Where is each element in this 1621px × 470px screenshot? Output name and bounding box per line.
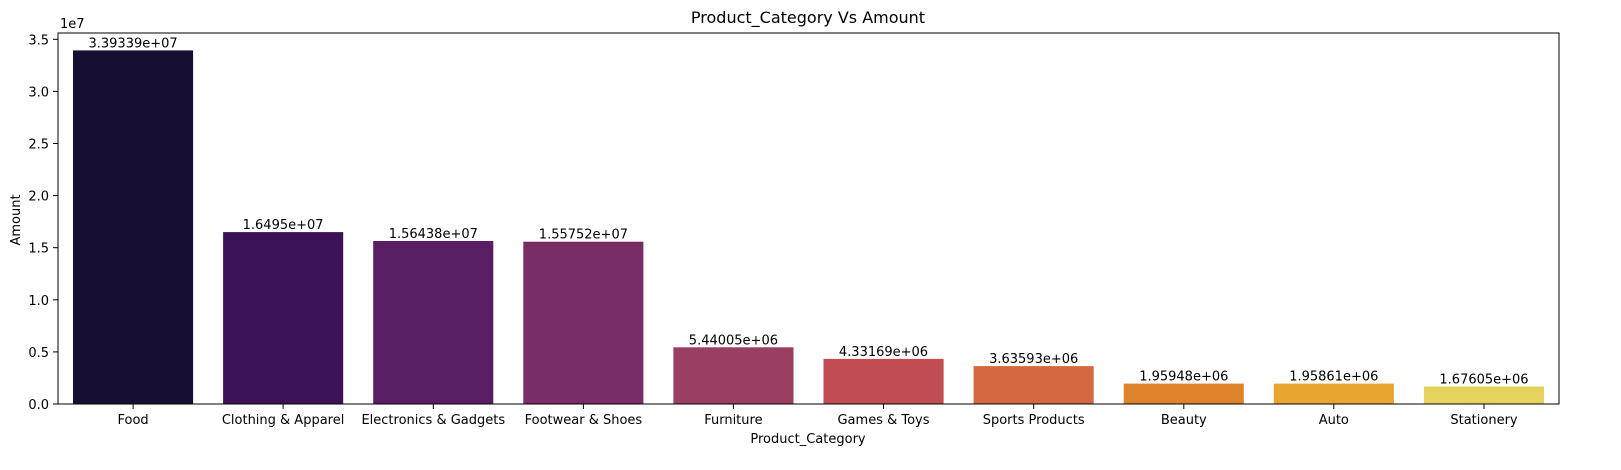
plot-frame (57, 32, 1560, 405)
bar-value-label: 3.63593e+06 (989, 352, 1078, 367)
x-tick-label: Auto (1319, 413, 1349, 428)
bar-value-label: 5.44005e+06 (689, 333, 778, 348)
y-tick-label: 0.5 (28, 346, 49, 361)
x-tick-label: Food (118, 413, 149, 428)
bar-value-label: 3.39339e+07 (88, 36, 177, 51)
bars-group: 3.39339e+07 1.6495e+07 1.56438e+07 1.55752e… (73, 36, 1544, 405)
bar-value-label: 1.67605e+06 (1439, 373, 1528, 388)
y-tick-label: 1.0 (28, 294, 49, 309)
x-axis-ticks: Food Clothing & Apparel Electronics & Gadg… (118, 404, 1518, 428)
bar-5 (823, 358, 944, 404)
bar-0 (73, 50, 194, 405)
y-tick-label: 0.0 (28, 398, 49, 413)
bar-1 (223, 232, 344, 404)
bar-4 (673, 347, 794, 404)
bar-8 (1273, 383, 1394, 404)
x-tick-label: Furniture (704, 413, 762, 428)
x-tick-label: Clothing & Apparel (222, 413, 345, 428)
y-tick-label: 2.0 (28, 190, 49, 205)
bar-value-label: 4.33169e+06 (839, 345, 928, 360)
bar-value-label: 1.95861e+06 (1289, 370, 1378, 385)
y-tick-label: 3.0 (28, 85, 49, 100)
y-tick-label: 1.5 (28, 242, 49, 257)
bar-value-label: 1.55752e+07 (539, 228, 628, 243)
bar-3 (523, 241, 644, 404)
bar-7 (1123, 383, 1244, 404)
bar-value-label: 1.56438e+07 (389, 227, 478, 242)
bar-value-label: 1.6495e+07 (243, 218, 324, 233)
bar-6 (973, 366, 1094, 404)
bar-2 (373, 241, 494, 404)
bar-value-label: 1.95948e+06 (1139, 370, 1228, 385)
y-multiplier-label: 1e7 (60, 17, 85, 32)
x-tick-label: Electronics & Gadgets (361, 413, 505, 428)
x-tick-label: Stationery (1450, 413, 1518, 428)
x-tick-label: Games & Toys (837, 413, 929, 428)
y-tick-label: 2.5 (28, 138, 49, 153)
y-tick-label: 3.5 (28, 33, 49, 48)
bar-9 (1423, 386, 1544, 404)
y-axis-label: Amount (9, 194, 24, 245)
x-tick-label: Footwear & Shoes (525, 413, 643, 428)
x-tick-label: Sports Products (983, 413, 1085, 428)
y-axis-ticks: 0.0 0.5 1.0 1.5 2.0 2.5 3.0 3.5 (28, 33, 58, 413)
chart-title: Product_Category Vs Amount (691, 8, 925, 28)
x-tick-label: Beauty (1161, 413, 1207, 428)
x-axis-label: Product_Category (750, 432, 866, 447)
